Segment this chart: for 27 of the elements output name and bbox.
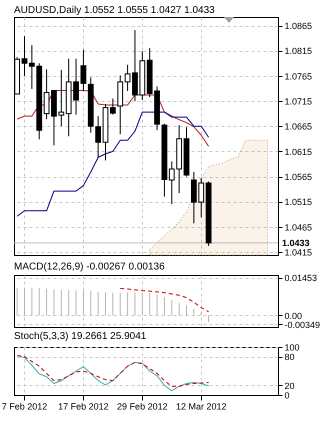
y-tick-label: 1.0865	[284, 21, 312, 32]
y-tick-label: 1.0565	[284, 172, 312, 182]
y-tick-label: 1.0765	[284, 71, 312, 82]
chart-title: MACD(12,26,9) -0.00267 0.00136	[14, 262, 166, 273]
y-tick-label: 1.0715	[284, 96, 312, 107]
y-tick-label: 1.0615	[284, 146, 312, 157]
y-tick-label: 1.0465	[284, 222, 312, 232]
chart-title: AUDUSD,Daily 1.0552 1.0555 1.0427 1.0433	[14, 5, 216, 16]
y-tick-label: 1.0665	[284, 122, 312, 132]
y-tick-label: 0.01453	[284, 273, 318, 284]
x-tick-label: 17 Feb 2012	[58, 402, 109, 412]
y-tick-label: 1.0415	[284, 247, 312, 258]
y-tick-label: 1.0815	[284, 46, 312, 56]
y-tick-label: 0	[284, 390, 290, 400]
y-tick-label: 20	[284, 380, 295, 391]
y-tick-label: 80	[284, 352, 295, 362]
line-series	[120, 288, 210, 312]
y-tick-label: 1.0515	[284, 197, 312, 208]
ref-line-label: 1.0433	[282, 238, 310, 248]
y-tick-label: -0.00349	[284, 320, 320, 330]
y-tick-label: 100	[284, 342, 300, 352]
line-series	[16, 112, 210, 217]
y-tick-label: 0.00	[284, 310, 302, 321]
x-tick-label: 7 Feb 2012	[2, 402, 48, 412]
chart-title: Stoch(5,3,3) 19.2661 25.9041	[14, 331, 147, 342]
x-tick-label: 29 Feb 2012	[117, 402, 168, 412]
x-tick-label: 12 Mar 2012	[176, 402, 227, 412]
